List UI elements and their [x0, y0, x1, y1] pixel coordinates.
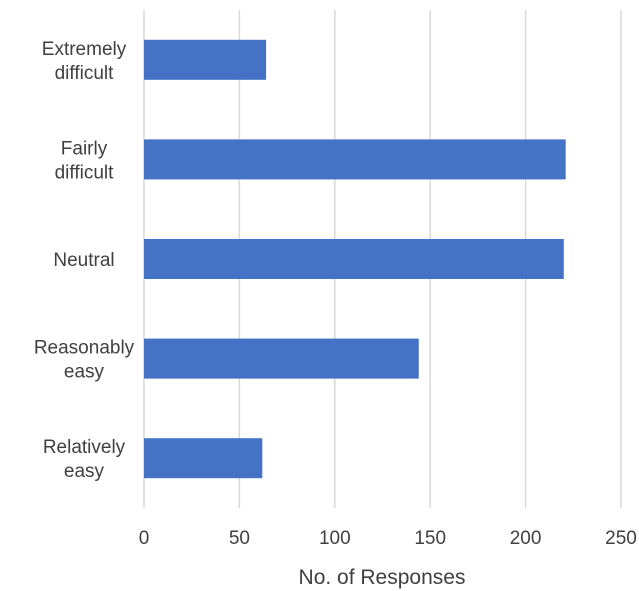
category-label: easy	[64, 362, 105, 383]
category-label: Reasonably	[34, 338, 135, 359]
category-label: Extremely	[42, 39, 127, 60]
category-label: Relatively	[43, 437, 126, 458]
category-label: difficult	[55, 63, 115, 84]
x-tick-label: 100	[319, 528, 351, 549]
category-label: Neutral	[53, 250, 114, 271]
x-tick-label: 200	[510, 528, 542, 549]
bar-relatively-easy	[144, 438, 263, 479]
bars	[144, 39, 566, 479]
x-tick-label: 50	[229, 528, 250, 549]
x-tick-label: 0	[139, 528, 150, 549]
category-labels: Extremely difficult Fairly difficult Neutral…	[34, 39, 135, 482]
bar-reasonably-easy	[144, 338, 419, 379]
bar-fairly-difficult	[144, 139, 566, 180]
bar-extremely-difficult	[144, 39, 267, 80]
bar-neutral	[144, 239, 564, 279]
x-tick-label: 250	[605, 528, 637, 549]
category-label: Fairly	[61, 138, 108, 159]
x-tick-labels: 0 50 100 150 200 250	[139, 528, 637, 549]
category-label: difficult	[55, 162, 115, 183]
category-label: easy	[64, 461, 105, 482]
x-axis-title: No. of Responses	[299, 566, 466, 589]
x-tick-label: 150	[414, 528, 446, 549]
